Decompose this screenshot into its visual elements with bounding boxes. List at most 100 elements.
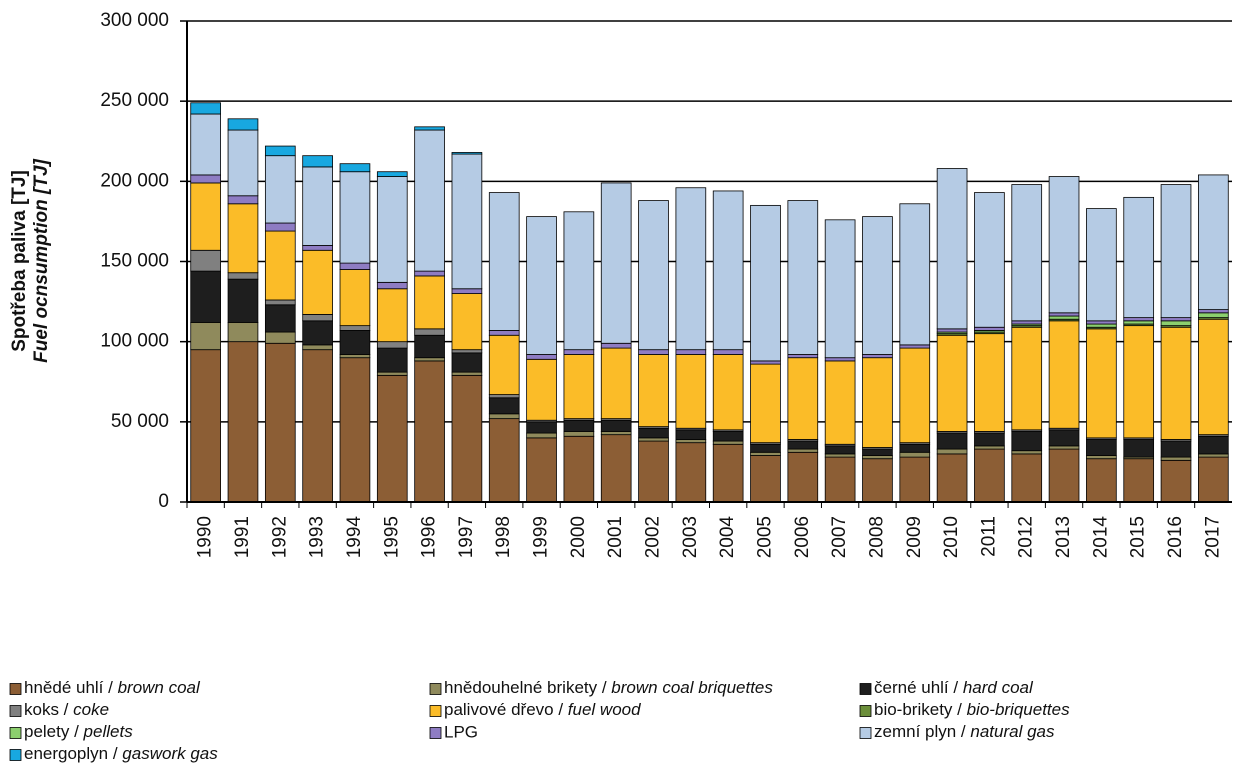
bar-segment	[302, 344, 333, 351]
bar-segment	[750, 204, 781, 362]
bar-segment	[787, 440, 819, 450]
bar-segment	[862, 216, 893, 355]
bar-segment	[899, 443, 931, 453]
bar-segment	[1086, 458, 1117, 503]
bar-segment	[1011, 326, 1043, 431]
bar-segment	[600, 182, 632, 344]
legend-swatch	[859, 683, 872, 695]
bar-segment	[899, 456, 931, 503]
y-axis-label: Spotřeba paliva [TJ]	[9, 170, 30, 352]
x-tick-label: 1997	[456, 516, 477, 558]
bar-segment	[414, 129, 445, 272]
bar-segment	[899, 451, 931, 458]
bar-segment	[1198, 453, 1229, 458]
bar-segment	[712, 354, 744, 431]
bar-segment	[675, 429, 707, 440]
bar-segment	[974, 333, 1005, 432]
bar-segment	[936, 168, 968, 330]
bar-segment	[974, 326, 1005, 331]
bar-segment	[1123, 325, 1155, 439]
bar-segment	[302, 349, 333, 503]
x-tick-label: 2015	[1128, 516, 1149, 558]
x-tick-label: 2000	[568, 516, 589, 558]
bar-segment	[264, 342, 296, 503]
legend-label: černé uhlí / hard coal	[874, 678, 1034, 697]
bar-segment	[600, 347, 632, 420]
bar-segment	[600, 419, 632, 432]
bar-segment	[302, 245, 333, 251]
bar-segment	[227, 341, 259, 503]
x-tick-label: 1995	[381, 516, 402, 558]
bar-segment	[376, 341, 408, 349]
bar-segment	[563, 354, 595, 420]
bar-segment	[1160, 326, 1192, 440]
bar-segment	[302, 166, 333, 246]
bar-segment	[787, 357, 819, 440]
x-tick-label: 2004	[717, 516, 738, 559]
y-tick-label: 100 000	[100, 331, 169, 352]
bar-segment	[1198, 312, 1229, 319]
bar-segment	[264, 230, 296, 301]
bar-segment	[824, 357, 856, 362]
bar-segment	[899, 203, 931, 346]
bar-segment	[488, 397, 520, 415]
x-tick-label: 2007	[829, 516, 850, 558]
bar-segment	[302, 314, 333, 322]
legend-label: LPG	[444, 722, 478, 741]
bar-segment	[936, 328, 968, 333]
bar-segment	[264, 145, 296, 157]
bar-segment	[675, 187, 707, 351]
bar-segment	[339, 330, 371, 355]
x-tick-label: 2003	[680, 516, 701, 558]
bar-segment	[974, 445, 1005, 450]
bar-segment	[824, 453, 856, 458]
y-tick-label: 150 000	[100, 251, 169, 272]
y-tick-label: 0	[158, 491, 169, 512]
bar-segment	[264, 331, 296, 344]
bar-segment	[787, 448, 819, 453]
bar-segment	[862, 357, 893, 448]
bar-segment	[675, 349, 707, 355]
bar-segment	[190, 249, 221, 272]
bar-segment	[264, 304, 296, 333]
y-tick-label: 200 000	[100, 170, 169, 191]
bar-segment	[339, 262, 371, 270]
bar-segment	[1123, 320, 1155, 325]
bar-segment	[750, 455, 781, 503]
bar-segment	[750, 443, 781, 453]
bar-segment	[451, 153, 483, 290]
bar-segment	[862, 448, 893, 456]
legend-swatch	[9, 705, 22, 717]
bar-segment	[600, 434, 632, 503]
x-tick-label: 2011	[978, 516, 999, 557]
legend-swatch	[429, 705, 442, 717]
bar-segment	[1011, 184, 1043, 322]
bar-segment	[488, 334, 520, 395]
bar-segment	[339, 171, 371, 264]
bar-segment	[600, 342, 632, 349]
bar-segment	[1160, 317, 1192, 322]
bar-segment	[376, 176, 408, 283]
bar-segment	[1086, 323, 1117, 328]
legend-swatch	[9, 683, 22, 695]
legend-swatch	[9, 749, 22, 761]
bar-segment	[1198, 435, 1229, 455]
bar-segment	[339, 163, 371, 173]
bar-segment	[1123, 458, 1155, 503]
legend-label: zemní plyn / natural gas	[874, 722, 1055, 741]
bar-segment	[1160, 440, 1192, 458]
bar-segment	[451, 349, 483, 354]
bar-segment	[376, 288, 408, 343]
bar-segment	[787, 354, 819, 359]
bar-segment	[190, 349, 221, 503]
bar-segment	[451, 293, 483, 351]
bar-segment	[339, 325, 371, 331]
bar-segment	[1011, 453, 1043, 503]
bar-segment	[1048, 445, 1080, 450]
bar-segment	[750, 451, 781, 456]
x-tick-label: 1996	[419, 516, 440, 558]
bar-segment	[227, 278, 259, 323]
bar-segment	[227, 118, 259, 131]
bar-segment	[974, 432, 1005, 447]
